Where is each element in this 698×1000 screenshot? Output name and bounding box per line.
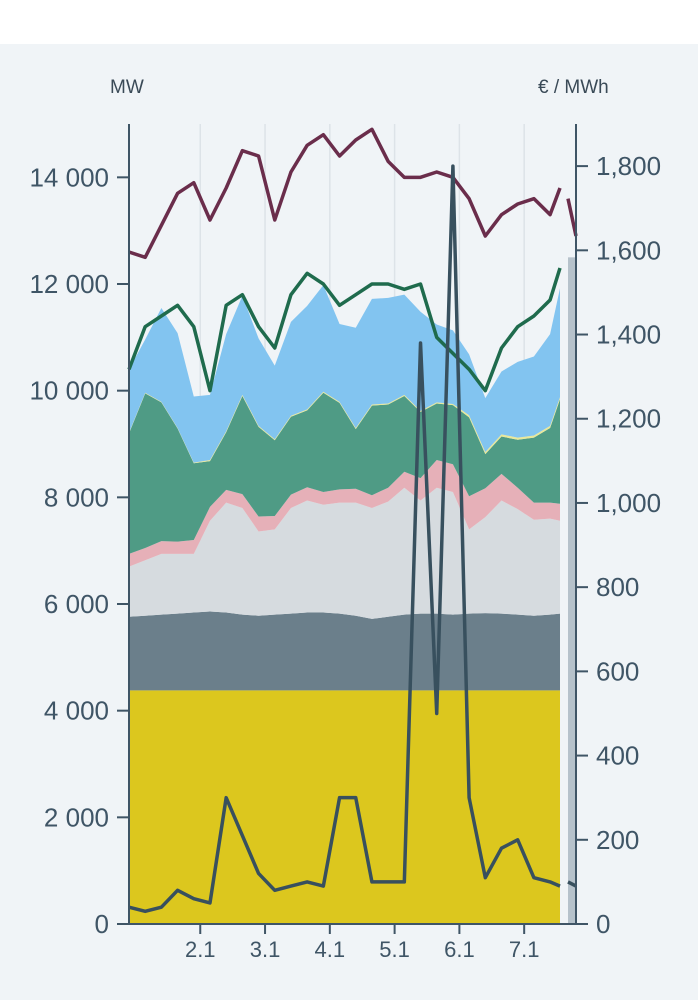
right-tick-label-0: 0: [596, 909, 610, 939]
stacked-areas: [129, 285, 560, 924]
left-tick-label-6: 12 000: [29, 269, 109, 299]
area-nuclear: [129, 690, 560, 924]
left-axis-unit: MW: [110, 77, 144, 98]
right-tick-label-9: 1,800: [596, 151, 661, 181]
area-hydro-regulated-: [129, 611, 560, 691]
left-tick-label-7: 14 000: [29, 162, 109, 192]
area-hydro-run-of-river-: [129, 487, 560, 619]
x-tick-label-2: 4.1: [315, 937, 346, 962]
x-tick-label-3: 5.1: [379, 937, 410, 962]
right-tick-label-4: 800: [596, 572, 639, 602]
x-tick-label-1: 3.1: [250, 937, 281, 962]
right-tick-label-3: 600: [596, 656, 639, 686]
series-lines: [127, 127, 578, 914]
right-tick-label-1: 200: [596, 825, 639, 855]
line-consumption: [128, 127, 562, 260]
right-tick-label-2: 400: [596, 741, 639, 771]
forecast-line-spot-price-forecast: [567, 880, 577, 888]
area-net-import: [129, 285, 560, 463]
axes: 0 2 000 4 000 6 000 8 000 10 000 12 000 14 000 0…: [29, 124, 661, 962]
x-tick-label-5: 7.1: [509, 937, 540, 962]
left-tick-label-0: 0: [95, 909, 109, 939]
line-production: [127, 267, 562, 393]
right-tick-label-6: 1,200: [596, 404, 661, 434]
area-solar: [129, 391, 560, 464]
left-tick-label-5: 10 000: [29, 376, 109, 406]
line-spot-price: [128, 164, 561, 914]
forecast-layer: [568, 257, 577, 924]
area-biomass: [129, 460, 560, 567]
forecast-line-consumption-forecast: [566, 198, 578, 237]
left-tick-label-3: 6 000: [44, 589, 109, 619]
right-tick-label-8: 1,600: [596, 235, 661, 265]
area-wind: [129, 392, 560, 554]
top-strip: [0, 0, 698, 44]
x-tick-label-0: 2.1: [185, 937, 216, 962]
right-tick-label-7: 1,400: [596, 320, 661, 350]
forecast-bar: [568, 257, 577, 924]
left-tick-label-2: 4 000: [44, 696, 109, 726]
x-tick-label-4: 6.1: [444, 937, 475, 962]
left-tick-label-1: 2 000: [44, 802, 109, 832]
right-tick-label-5: 1,000: [596, 488, 661, 518]
left-tick-label-4: 8 000: [44, 482, 109, 512]
right-axis-unit: € / MWh: [538, 77, 609, 98]
